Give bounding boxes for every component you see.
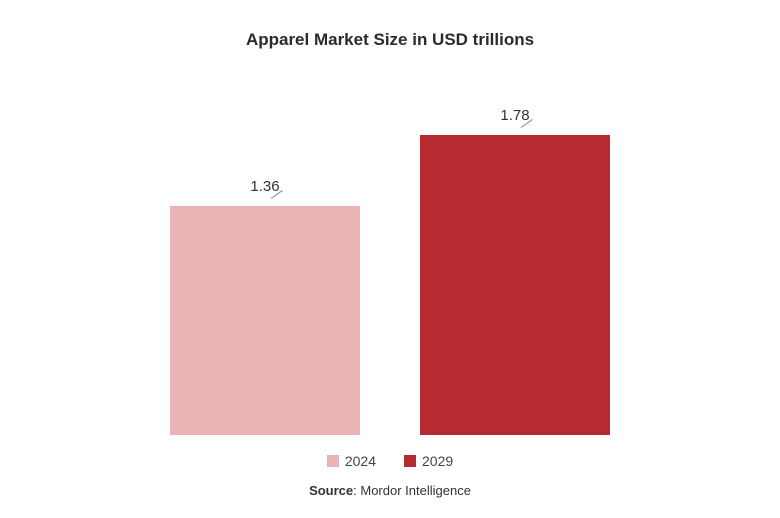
bar-2024 xyxy=(170,206,360,435)
legend-swatch-2029 xyxy=(404,455,416,467)
source-text: : Mordor Intelligence xyxy=(353,483,471,498)
bar-value-label-2029: 1.78 xyxy=(500,107,529,124)
source-prefix: Source xyxy=(309,483,353,498)
bar-wrapper-2024: 1.36 xyxy=(170,110,360,435)
chart-title: Apparel Market Size in USD trillions xyxy=(40,30,740,50)
source-line: Source: Mordor Intelligence xyxy=(40,483,740,498)
legend-label-2029: 2029 xyxy=(422,453,453,469)
legend-swatch-2024 xyxy=(327,455,339,467)
chart-container: Apparel Market Size in USD trillions 1.3… xyxy=(0,0,780,518)
legend-item-2029: 2029 xyxy=(404,453,453,469)
bar-2029 xyxy=(420,135,610,435)
chart-area: 1.36 1.78 xyxy=(40,60,740,435)
bar-value-label-2024: 1.36 xyxy=(250,178,279,195)
bar-wrapper-2029: 1.78 xyxy=(420,110,610,435)
legend: 2024 2029 xyxy=(40,453,740,469)
legend-item-2024: 2024 xyxy=(327,453,376,469)
legend-label-2024: 2024 xyxy=(345,453,376,469)
